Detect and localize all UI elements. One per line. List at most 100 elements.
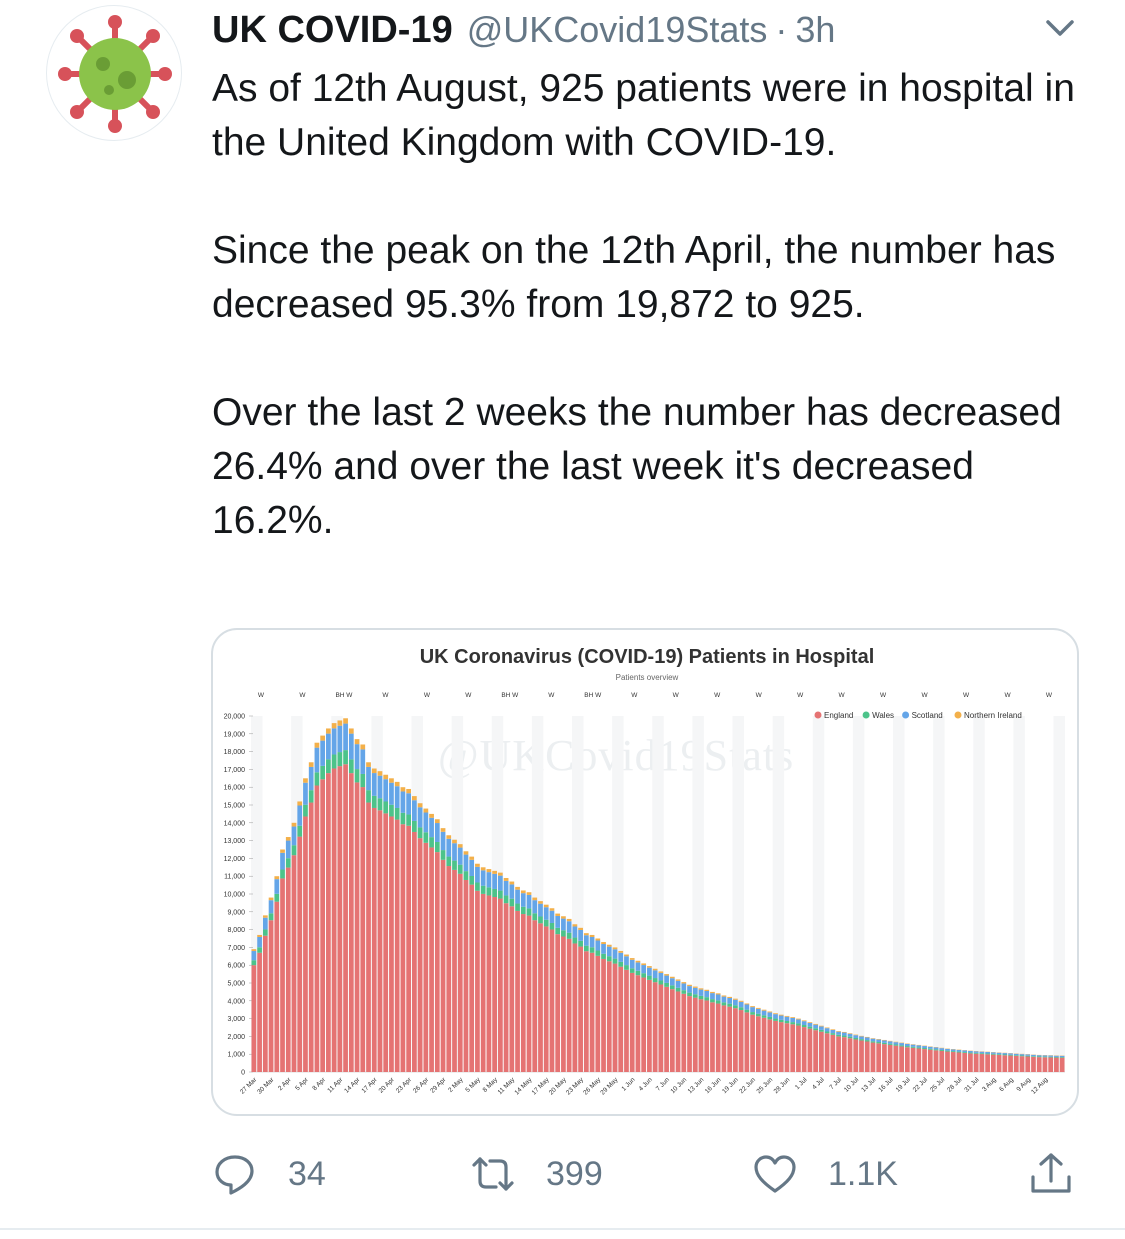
chart-bar-segment <box>348 733 354 760</box>
chart-top-marker: BH W <box>335 692 353 699</box>
chart-x-tick-label: 31 Jul <box>963 1076 981 1094</box>
chart-bar-segment <box>652 978 658 983</box>
author-name[interactable]: UK COVID-19 <box>212 8 453 51</box>
like-button[interactable]: 1.1K <box>752 1146 898 1202</box>
chart-bar-segment <box>578 946 583 1072</box>
chart-bar-segment <box>606 961 612 1072</box>
chart-bar-segment <box>452 860 457 870</box>
chart-bar-segment <box>543 926 549 1072</box>
chart-bar-segment <box>394 807 400 820</box>
chart-weekend-band <box>772 716 785 1072</box>
chart-bar-segment <box>841 1032 847 1036</box>
chart-bar-segment <box>813 1023 819 1025</box>
chart-bar-segment <box>291 826 297 846</box>
reply-icon <box>215 1155 254 1195</box>
chart-bar-segment <box>796 1025 801 1072</box>
chart-bar-segment <box>589 952 595 1072</box>
chart-bar-segment <box>492 888 497 898</box>
chart-top-marker: W <box>631 692 638 699</box>
chart-x-tick-label: 8 Apr <box>311 1076 327 1092</box>
chart-bar-segment <box>727 1006 733 1072</box>
chart-bar-segment <box>1002 1055 1008 1072</box>
chart-bar-segment <box>819 1026 824 1030</box>
chart-bar-segment <box>893 1045 899 1072</box>
chart-legend-label: Northern Ireland <box>964 711 1022 720</box>
chart-weekend-band <box>933 716 945 1072</box>
chart-weekend-band <box>251 716 263 1072</box>
chart-y-tick-label: 7,000 <box>227 945 245 952</box>
retweet-icon <box>472 1157 514 1191</box>
chart-bar-segment <box>1042 1056 1048 1058</box>
chart-bar-segment <box>463 879 469 1072</box>
chart-x-tick-label: 3 Aug <box>981 1076 998 1093</box>
chart-bar-segment <box>704 989 710 991</box>
reply-button[interactable]: 34 <box>212 1146 326 1202</box>
chart-bar-segment <box>446 838 452 857</box>
chart-bar-segment <box>423 808 429 813</box>
chart-bar-segment <box>486 872 492 888</box>
chart-bar-segment <box>933 1049 939 1051</box>
chart-bar-segment <box>652 968 658 971</box>
chart-bar-segment <box>996 1052 1002 1055</box>
chart-bar-segment <box>475 863 480 867</box>
tweet-time[interactable]: 3h <box>795 9 836 50</box>
chart-bar-segment <box>887 1044 893 1072</box>
chart-bar-segment <box>400 824 406 1072</box>
chart-bar-segment <box>297 825 303 837</box>
chart-bar-segment <box>664 982 669 987</box>
chart-bar-segment <box>824 1031 830 1034</box>
chart-x-tick-label: 1 Jun <box>620 1076 636 1092</box>
chart-y-tick-label: 15,000 <box>224 803 246 810</box>
chart-bar-segment <box>904 1046 910 1048</box>
chart-y-tick-label: 13,000 <box>224 838 246 845</box>
chart-top-marker: W <box>299 692 306 699</box>
chart-weekend-band <box>1013 716 1025 1072</box>
chart-bar-segment <box>423 812 429 833</box>
chart-y-tick-label: 1,000 <box>227 1052 245 1059</box>
share-button[interactable] <box>1028 1146 1074 1202</box>
chart-bar-segment <box>968 1053 973 1072</box>
chart-bar-segment <box>572 924 578 927</box>
chart-bar-segment <box>308 790 314 803</box>
avatar[interactable] <box>46 5 182 141</box>
chart-bar-segment <box>371 773 377 796</box>
chart-y-tick-label: 16,000 <box>224 785 246 792</box>
chart-bar-segment <box>480 885 486 894</box>
chart-bar-segment <box>492 897 497 1072</box>
chart-top-marker: W <box>756 692 763 699</box>
chart-bar-segment <box>710 993 715 1000</box>
chart-bar-segment <box>882 1042 887 1045</box>
chart-bar-segment <box>675 980 681 988</box>
chart-bar-segment <box>624 956 629 966</box>
chart-bar-segment <box>727 998 733 1004</box>
chart-bar-segment <box>624 954 629 957</box>
chart-bar-segment <box>950 1049 956 1052</box>
chart-bar-segment <box>629 959 635 969</box>
chart-bar-segment <box>1059 1057 1065 1058</box>
chart-bar-segment <box>383 774 389 780</box>
chart-bar-segment <box>744 1012 750 1072</box>
chevron-down-icon[interactable] <box>1040 14 1080 44</box>
chart-weekend-band <box>612 716 624 1072</box>
chart-y-tick-label: 19,000 <box>224 731 246 738</box>
chart-bar-segment <box>1008 1055 1013 1072</box>
tweet-media-chart[interactable]: @UKCovid19Stats 01,0002,0003,0004,0005,0… <box>211 628 1079 1116</box>
chart-bar-segment <box>354 739 360 745</box>
chart-bar-segment <box>629 972 635 1072</box>
chart-bar-segment <box>337 752 343 767</box>
chart-bar-segment <box>939 1048 945 1050</box>
chart-bar-segment <box>859 1035 864 1037</box>
chart-bar-segment <box>1008 1054 1013 1056</box>
chart-bar-segment <box>314 747 320 773</box>
chart-bar-segment <box>566 932 572 939</box>
chart-bar-segment <box>996 1054 1002 1072</box>
chart-bar-segment <box>635 975 641 1072</box>
chart-bar-segment <box>538 916 543 924</box>
tweet-paragraph: Over the last 2 weeks the number has dec… <box>212 391 1062 542</box>
chart-bar-segment <box>618 966 624 1072</box>
author-handle[interactable]: @UKCovid19Stats <box>466 9 768 50</box>
chart-bar-segment <box>555 934 561 1072</box>
chart-weekend-band <box>451 716 464 1072</box>
retweet-button[interactable]: 399 <box>470 1146 603 1202</box>
chart-bar-segment <box>922 1046 927 1049</box>
